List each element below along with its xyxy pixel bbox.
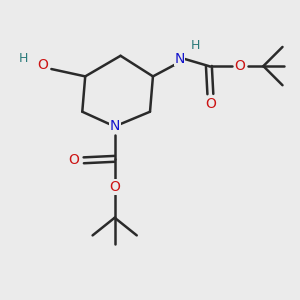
Text: O: O (109, 180, 120, 194)
Text: O: O (37, 58, 48, 72)
Text: N: N (174, 52, 184, 66)
Text: O: O (234, 59, 245, 73)
Text: H: H (191, 39, 200, 52)
Text: O: O (205, 98, 216, 111)
Text: H: H (19, 52, 28, 65)
Text: N: N (110, 119, 120, 134)
Text: O: O (68, 153, 79, 167)
